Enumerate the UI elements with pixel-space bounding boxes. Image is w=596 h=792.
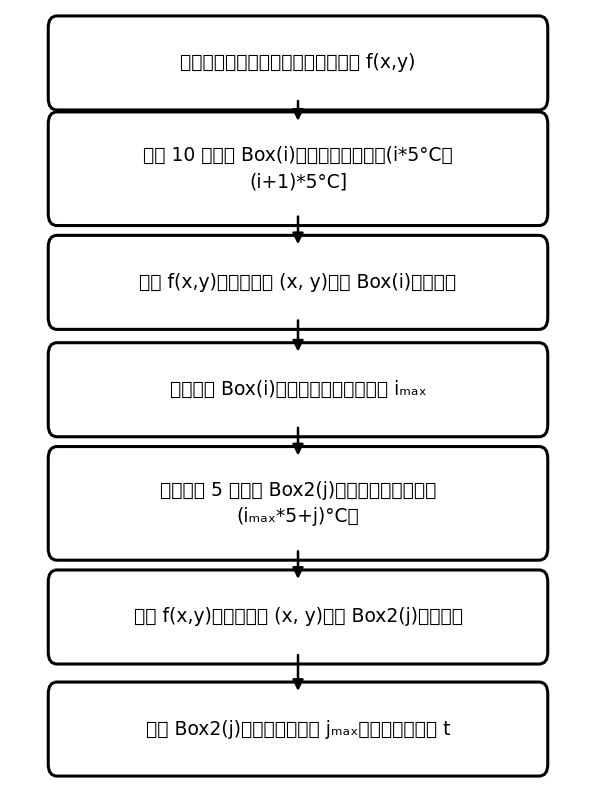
- Text: 处理器读取热成像传感器输出的数据 f(x,y): 处理器读取热成像传感器输出的数据 f(x,y): [181, 53, 415, 72]
- Text: (i+1)*5°C]: (i+1)*5°C]: [249, 172, 347, 191]
- FancyBboxPatch shape: [48, 570, 548, 664]
- Text: (iₘₐₓ*5+j)°C；: (iₘₐₓ*5+j)°C；: [237, 507, 359, 526]
- FancyBboxPatch shape: [48, 235, 548, 329]
- Text: 遍历 f(x,y)中所有的点 (x, y)，对 Box(i)进行投票: 遍历 f(x,y)中所有的点 (x, y)，对 Box(i)进行投票: [139, 273, 457, 292]
- FancyBboxPatch shape: [48, 682, 548, 776]
- Text: 重新设置 5 个票箱 Box2(j)，对应的温度范围为: 重新设置 5 个票箱 Box2(j)，对应的温度范围为: [160, 481, 436, 500]
- FancyBboxPatch shape: [48, 343, 548, 436]
- Text: 搜寻 Box2(j)最大值，序号为 jₘₐₓ，得到环境温度 t: 搜寻 Box2(j)最大值，序号为 jₘₐₓ，得到环境温度 t: [146, 720, 450, 739]
- Text: 遍历 f(x,y)中所有的点 (x, y)，对 Box2(j)进行投票: 遍历 f(x,y)中所有的点 (x, y)，对 Box2(j)进行投票: [134, 607, 462, 626]
- FancyBboxPatch shape: [48, 112, 548, 226]
- FancyBboxPatch shape: [48, 447, 548, 560]
- FancyBboxPatch shape: [48, 16, 548, 110]
- Text: 设置 10 个票箱 Box(i)，对应温度范围为(i*5°C，: 设置 10 个票箱 Box(i)，对应温度范围为(i*5°C，: [143, 147, 453, 166]
- Text: 搜寻票箱 Box(i)的最大值，对应序号为 iₘₐₓ: 搜寻票箱 Box(i)的最大值，对应序号为 iₘₐₓ: [170, 380, 426, 399]
